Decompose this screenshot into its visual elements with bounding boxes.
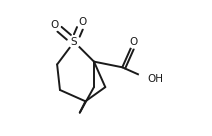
Circle shape — [77, 16, 89, 28]
Circle shape — [128, 36, 139, 48]
Text: S: S — [71, 37, 77, 47]
Circle shape — [48, 19, 60, 31]
Text: O: O — [78, 17, 87, 27]
Text: OH: OH — [148, 74, 164, 84]
Circle shape — [139, 69, 157, 88]
Text: O: O — [130, 37, 138, 47]
Circle shape — [68, 36, 80, 48]
Text: O: O — [50, 20, 58, 30]
